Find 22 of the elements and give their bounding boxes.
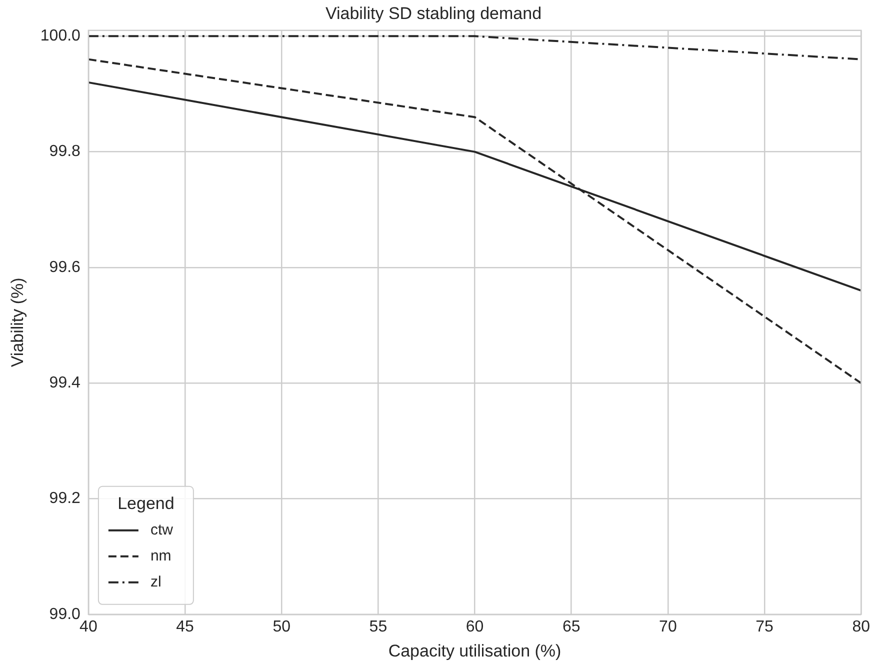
y-tick-label: 99.6 <box>49 258 81 276</box>
legend-label: ctw <box>150 522 174 539</box>
x-tick-label: 75 <box>756 618 774 636</box>
y-tick-label: 99.4 <box>49 374 81 392</box>
legend-title: Legend <box>118 494 174 514</box>
y-tick-label: 99.2 <box>49 490 81 508</box>
x-tick-label: 65 <box>562 618 580 636</box>
y-tick-label: 100.0 <box>40 28 81 45</box>
x-tick-label: 70 <box>659 618 677 636</box>
y-axis-title: Viability (%) <box>8 278 27 368</box>
x-tick-label: 50 <box>272 618 291 636</box>
x-tick-label: 45 <box>176 618 194 636</box>
chart-title: Viability SD stabling demand <box>325 4 542 23</box>
x-tick-label: 60 <box>466 618 484 636</box>
y-tick-label: 99.0 <box>49 606 81 623</box>
x-tick-label: 80 <box>852 618 870 636</box>
x-tick-label: 55 <box>369 618 388 636</box>
legend-label: nm <box>150 548 172 565</box>
y-tick-label: 99.8 <box>49 143 81 160</box>
x-axis-title: Capacity utilisation (%) <box>388 641 562 660</box>
x-tick-label: 40 <box>80 618 98 636</box>
legend-label: zl <box>150 574 162 591</box>
